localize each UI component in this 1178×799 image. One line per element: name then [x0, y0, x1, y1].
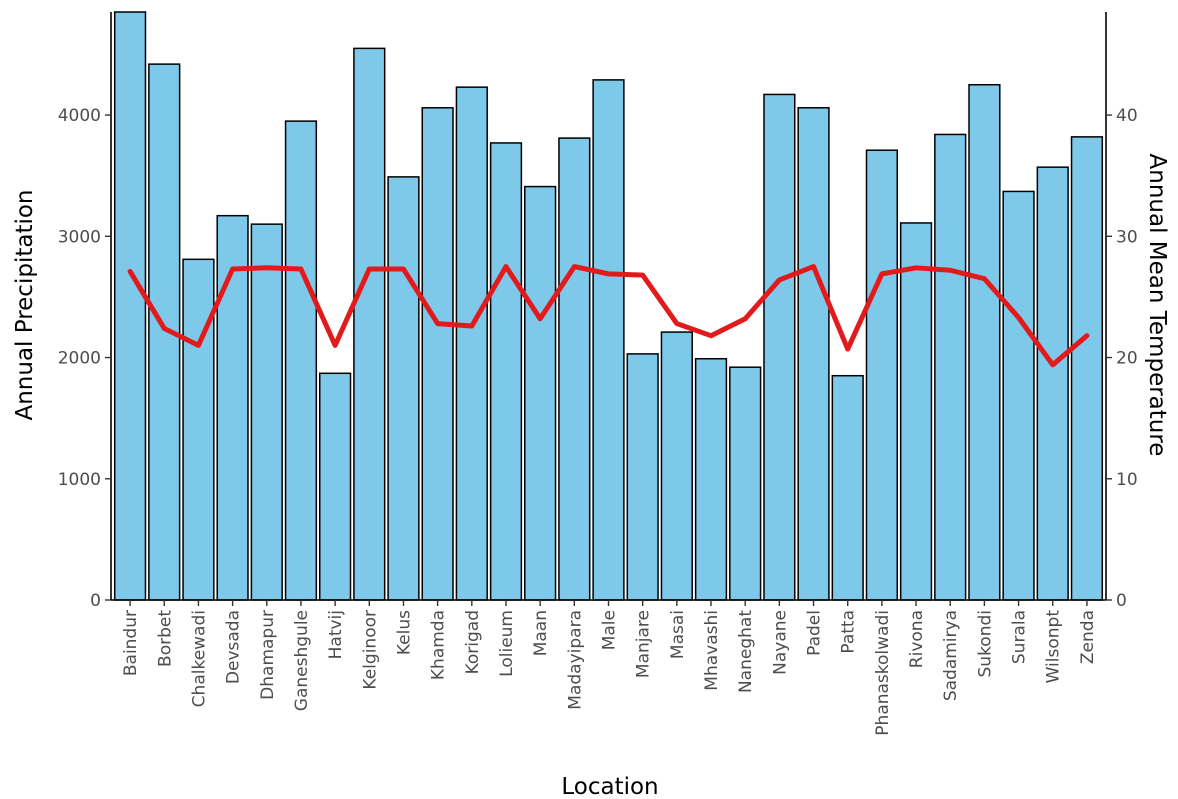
- x-tick-label: Nayane: [770, 610, 790, 675]
- x-tick-label: Hatvij: [326, 610, 346, 659]
- x-tick-label: Manjare: [634, 610, 654, 678]
- x-tick-label: Phanaskolwadi: [873, 610, 893, 736]
- precipitation-bar-masai: [660, 331, 693, 601]
- y2-tick-label: 40: [1116, 106, 1138, 126]
- temperature-line: [127, 264, 1090, 368]
- bars-group: [113, 11, 1104, 601]
- temperature-line-group: [127, 264, 1090, 368]
- y2-axis-title: Annual Mean Temperature: [1144, 154, 1170, 457]
- precipitation-bar-phanaskolwadi: [865, 149, 899, 601]
- y2-tick-label: 0: [1116, 591, 1127, 611]
- x-tick-label: Surala: [1010, 610, 1030, 664]
- y-tick-label: 0: [90, 591, 101, 611]
- precipitation-bar-kelus: [387, 176, 420, 601]
- precipitation-bar-dhamapur: [250, 223, 283, 601]
- precipitation-bar-sadamirya: [934, 133, 967, 601]
- x-tick-label: Chalkewadi: [189, 610, 209, 707]
- precipitation-bar-mhavashi: [694, 357, 728, 601]
- x-tick-label: Khamda: [429, 610, 449, 680]
- precipitation-bar-padel: [797, 107, 830, 601]
- precipitation-bar-devsada: [216, 214, 249, 601]
- x-tick-label: Baindur: [121, 610, 141, 676]
- precipitation-bar-naneghat: [729, 366, 762, 601]
- x-axis-title: Location: [561, 774, 658, 799]
- precipitation-bar-male: [592, 79, 625, 601]
- precipitation-bar-surala: [1002, 190, 1035, 601]
- y2-tick-label: 10: [1116, 470, 1138, 490]
- x-tick-label: Naneghat: [736, 610, 756, 693]
- x-tick-label: Korigad: [463, 610, 483, 674]
- x-tick-label: Dhamapur: [258, 610, 278, 700]
- y2-tick-label: 30: [1116, 227, 1138, 247]
- x-tick-label: Sukondi: [975, 610, 995, 678]
- precipitation-bar-wilsonpt: [1036, 166, 1069, 601]
- x-tick-label: Mhavashi: [702, 610, 722, 691]
- precipitation-bar-maan: [524, 185, 557, 601]
- x-tick-label: Devsada: [224, 610, 244, 684]
- x-tick-label: Kelginoor: [360, 610, 380, 690]
- x-tick-label: Masai: [668, 610, 688, 659]
- x-tick-label: Ganeshgule: [292, 610, 312, 711]
- precipitation-bar-rivona: [899, 222, 933, 601]
- x-tick-label: Zenda: [1078, 610, 1098, 664]
- x-tick-label: Rivona: [907, 610, 927, 668]
- precipitation-bar-hatvij: [318, 372, 352, 601]
- y-tick-label: 2000: [58, 349, 101, 369]
- precipitation-bar-korigad: [455, 86, 488, 601]
- x-tick-label: Patta: [839, 610, 859, 654]
- precipitation-bar-madayipara: [558, 137, 591, 601]
- x-tick-label: Sadamirya: [941, 610, 961, 701]
- x-tick-label: Borbet: [155, 610, 175, 667]
- x-tick-label: Kelus: [394, 610, 414, 655]
- x-tick-label: Lolieum: [497, 610, 517, 677]
- y-tick-label: 1000: [58, 470, 101, 490]
- precipitation-bar-ganeshgule: [284, 120, 318, 601]
- precipitation-bar-sukondi: [968, 83, 1001, 601]
- precipitation-bar-baindur: [113, 11, 147, 601]
- precipitation-bar-kelginoor: [353, 47, 386, 601]
- precipitation-bar-khamda: [421, 107, 454, 601]
- x-tick-label: Maan: [531, 610, 551, 656]
- axes-group: 0 1000 2000 3000 4000 0 10 20 30 40 Baindur Borbet C…: [58, 12, 1138, 736]
- y-axis-title: Annual Precipitation: [12, 189, 38, 420]
- y-tick-label: 3000: [58, 227, 101, 247]
- precipitation-bar-chalkewadi: [182, 258, 215, 601]
- x-tick-label: Madayipara: [565, 610, 585, 710]
- precipitation-bar-nayane: [763, 93, 796, 601]
- x-tick-label: Male: [600, 610, 620, 650]
- y-tick-label: 4000: [58, 106, 101, 126]
- precipitation-bar-lolieum: [489, 142, 523, 601]
- precipitation-bar-manjare: [626, 353, 659, 601]
- precipitation-bar-zenda: [1070, 136, 1104, 601]
- x-tick-label: Wilsonpt: [1044, 610, 1064, 684]
- y2-tick-label: 20: [1116, 349, 1138, 369]
- precipitation-bar-patta: [831, 374, 864, 601]
- x-tick-label: Padel: [805, 610, 825, 656]
